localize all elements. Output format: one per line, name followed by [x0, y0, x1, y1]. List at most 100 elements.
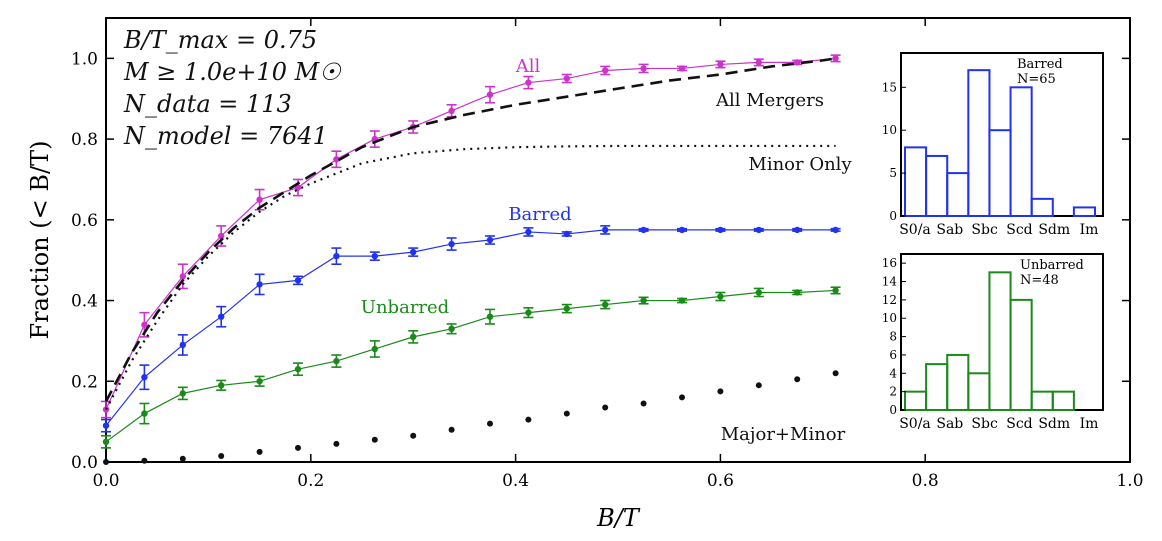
- barred-point: [563, 230, 570, 238]
- major-minor-point: [640, 400, 647, 407]
- histogram-count: N=65: [1017, 72, 1056, 87]
- barred-point: [256, 281, 263, 288]
- histogram-x-tick-label: Im: [1080, 416, 1099, 432]
- unbarred-point: [371, 345, 378, 353]
- barred-point: [678, 226, 686, 234]
- histogram-bar: [1030, 197, 1054, 217]
- major-minor-point: [141, 457, 148, 464]
- major-minor-point: [525, 416, 532, 423]
- histogram-y-tick-label: 2: [889, 385, 897, 399]
- all-point: [717, 61, 724, 68]
- unbarred-point: [179, 390, 186, 397]
- main-axis-ticks: 0.0 0.2 0.4 0.6 0.8 1.0 0.0 0.2 0.4 0.6 0.8 1.0: [71, 18, 1144, 491]
- major-minor-point: [179, 455, 186, 462]
- unbarred-point: [640, 297, 647, 304]
- main-plot-frame: [105, 17, 1131, 463]
- unbarred-point: [717, 293, 724, 300]
- histogram-x-tick-label: Sdm: [1038, 222, 1070, 238]
- histogram-count: N=48: [1020, 273, 1059, 288]
- histogram-frame: [900, 253, 1104, 411]
- unbarred-point: [755, 289, 762, 296]
- main-series-layer: [101, 54, 841, 465]
- histogram-x-tick-label: Im: [1080, 222, 1099, 238]
- barred-point: [717, 226, 724, 234]
- y-tick-label: 1.0: [71, 49, 98, 69]
- histogram-y-tick-label: 4: [889, 366, 897, 380]
- annotation-line: B/T_max = 0.75: [123, 26, 317, 54]
- barred-point: [102, 422, 110, 429]
- histogram-x-tick-label: Sab: [936, 222, 963, 238]
- all-point: [602, 67, 609, 74]
- all-point: [256, 196, 263, 203]
- histogram-x-tick-label: Sdm: [1038, 416, 1070, 432]
- minor-only-label: Minor Only: [748, 154, 852, 175]
- barred-point: [602, 226, 609, 234]
- barred-point: [333, 252, 340, 260]
- histogram-y-tick-label: 10: [882, 123, 897, 137]
- major-minor-point: [103, 459, 109, 465]
- histogram-y-tick-label: 12: [882, 293, 897, 307]
- annotation-line: M ≥ 1.0e+10 M☉: [123, 58, 342, 86]
- y-tick-label: 0.2: [71, 372, 98, 392]
- barred-point: [410, 248, 417, 256]
- major-minor-point: [371, 436, 378, 443]
- all-point: [640, 65, 647, 72]
- barred-point: [525, 228, 532, 236]
- histogram-y-tick-label: 6: [889, 348, 897, 362]
- histogram-y-tick-label: 16: [882, 256, 897, 270]
- unbarred-line: [105, 289, 836, 443]
- unbarred-point: [448, 325, 455, 332]
- all-point: [755, 59, 762, 66]
- histogram-y-tick-label: 8: [889, 330, 897, 344]
- unbarred-point: [218, 382, 225, 389]
- barred-point: [294, 277, 302, 284]
- unbarred-point: [294, 365, 302, 373]
- histogram-frame: [900, 52, 1104, 217]
- unbarred-point: [102, 438, 110, 446]
- histogram-y-tick-label: 5: [889, 166, 897, 180]
- histogram-title: Barred: [1017, 57, 1063, 72]
- all-mergers-label: All Mergers: [715, 90, 824, 111]
- major-minor-point: [487, 420, 493, 427]
- all-point: [563, 75, 570, 82]
- barred-point: [218, 313, 225, 320]
- histogram-x-tick-label: S0/a: [899, 416, 931, 432]
- histogram-y-tick-label: 15: [882, 80, 897, 94]
- x-tick-label: 0.4: [502, 471, 529, 491]
- barred-point: [832, 226, 839, 234]
- histogram-bar: [1009, 298, 1033, 411]
- histogram-bar: [1072, 206, 1097, 217]
- all-point: [678, 65, 686, 72]
- all-point: [448, 107, 455, 115]
- y-tick-label: 0.0: [71, 453, 98, 473]
- all-point: [141, 321, 148, 328]
- barred-point: [640, 226, 647, 234]
- histogram-y-tick-label: 0: [889, 209, 897, 223]
- unbarred-point: [563, 305, 570, 312]
- major-minor-point: [832, 370, 839, 377]
- unbarred-histogram: 0 2 4 6 8 10 12 14 16 S0/a Sab Sbc Scd Sdm Im UnbarredN…: [882, 253, 1104, 432]
- all-point: [832, 55, 839, 62]
- unbarred-point: [832, 287, 839, 294]
- unbarred-point: [410, 333, 417, 341]
- parameter-annotation: B/T_max = 0.75 M ≥ 1.0e+10 M☉ N_data = 113…: [123, 26, 342, 150]
- barred-line: [105, 229, 836, 427]
- annotation-line: N_model = 7641: [123, 122, 328, 150]
- histogram-title: Unbarred: [1020, 258, 1084, 273]
- y-tick-label: 0.8: [71, 130, 98, 150]
- unbarred-label: Unbarred: [361, 297, 449, 318]
- unbarred-point: [602, 301, 609, 308]
- y-tick-label: 0.6: [71, 211, 98, 231]
- major-minor-point: [448, 426, 455, 433]
- barred-point: [179, 341, 186, 349]
- all-point: [333, 156, 340, 163]
- barred-label: Barred: [508, 204, 571, 225]
- unbarred-point: [525, 309, 532, 316]
- unbarred-point: [333, 357, 340, 365]
- x-axis-label: B/T: [596, 504, 641, 532]
- unbarred-point: [678, 297, 686, 304]
- barred-point: [755, 226, 762, 234]
- histogram-y-tick-label: 10: [882, 311, 897, 325]
- barred-point: [371, 252, 378, 260]
